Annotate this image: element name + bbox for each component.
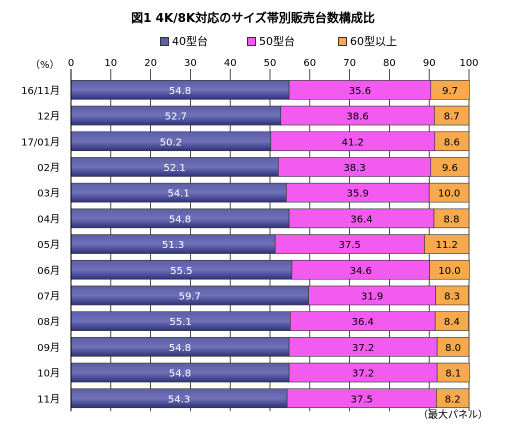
bar-segment <box>433 208 470 229</box>
bar-segment <box>434 105 470 126</box>
footnote: （最大パネル） <box>418 410 488 421</box>
value-label: 36.4 <box>352 317 374 328</box>
value-label: 8.7 <box>444 112 460 123</box>
chart-title: 図1 4K/8K対応のサイズ帯別販売台数構成比 <box>131 11 375 25</box>
value-label: 8.4 <box>444 317 460 328</box>
value-label: 37.5 <box>351 394 373 405</box>
unit-label: （%） <box>30 60 60 71</box>
value-label: 37.2 <box>352 343 374 354</box>
value-label: 37.5 <box>339 240 361 251</box>
x-tick-label: 70 <box>343 58 356 69</box>
value-label: 52.1 <box>164 163 186 174</box>
value-label: 51.3 <box>162 240 184 251</box>
value-label: 35.6 <box>349 86 371 97</box>
legend-label-50: 50型台 <box>259 35 295 48</box>
value-label: 31.9 <box>361 291 383 302</box>
bar-segment <box>435 285 469 306</box>
value-label: 54.8 <box>169 86 191 97</box>
legend-item-50: 50型台 <box>247 33 295 49</box>
value-label: 8.0 <box>445 343 461 354</box>
legend-label-40: 40型台 <box>172 35 208 48</box>
bar-segment <box>429 259 470 280</box>
bar-segment <box>428 182 470 203</box>
bar-segment <box>434 311 469 331</box>
category-label: 05月 <box>37 239 60 251</box>
category-label: 03月 <box>37 188 60 200</box>
value-label: 34.6 <box>350 266 372 277</box>
category-label: 07月 <box>37 290 60 302</box>
x-tick-label: 0 <box>68 58 74 69</box>
legend-swatch-40 <box>160 36 169 46</box>
value-label: 9.7 <box>442 86 458 97</box>
x-tick-label: 100 <box>459 58 478 69</box>
x-tick-label: 60 <box>303 58 316 69</box>
value-label: 8.3 <box>444 291 460 302</box>
legend-swatch-60 <box>338 36 347 46</box>
x-tick-label: 30 <box>184 58 197 69</box>
category-label: 09月 <box>37 342 60 354</box>
x-tick-label: 90 <box>423 58 436 69</box>
bar-segment <box>424 234 470 254</box>
value-label: 54.8 <box>169 214 191 225</box>
value-label: 50.2 <box>160 137 182 148</box>
bar-segment <box>434 131 470 152</box>
category-label: 02月 <box>37 162 60 174</box>
value-label: 10.0 <box>438 266 460 277</box>
bar-segment <box>436 388 470 409</box>
legend: 40型台 50型台 60型以上 <box>0 33 506 49</box>
legend-swatch-50 <box>247 36 256 46</box>
value-label: 8.8 <box>444 214 460 225</box>
value-label: 36.4 <box>350 214 372 225</box>
value-label: 52.7 <box>165 112 187 123</box>
bar-segment <box>436 362 470 383</box>
value-label: 41.2 <box>342 137 364 148</box>
value-label: 38.6 <box>346 112 368 123</box>
x-tick-label: 10 <box>104 58 117 69</box>
x-tick-label: 80 <box>383 58 396 69</box>
value-label: 11.2 <box>436 240 458 251</box>
value-label: 54.8 <box>169 343 191 354</box>
bar-segment <box>436 337 470 357</box>
category-label: 10月 <box>37 368 60 380</box>
legend-item-40: 40型台 <box>160 33 208 49</box>
x-tick-label: 40 <box>224 58 237 69</box>
category-label: 08月 <box>37 316 60 328</box>
value-label: 38.3 <box>343 163 365 174</box>
value-label: 10.0 <box>438 189 460 200</box>
x-tick-label: 20 <box>144 58 157 69</box>
legend-label-60: 60型以上 <box>350 35 397 48</box>
value-label: 9.6 <box>442 163 458 174</box>
value-label: 59.7 <box>179 291 201 302</box>
x-tick-label: 50 <box>264 58 277 69</box>
category-label: 17/01月 <box>21 136 60 148</box>
value-label: 54.1 <box>168 189 190 200</box>
value-label: 37.2 <box>352 369 374 380</box>
bar-segment <box>430 157 470 177</box>
value-label: 54.3 <box>168 394 190 405</box>
category-label: 04月 <box>37 213 60 225</box>
category-label: 11月 <box>37 393 60 405</box>
legend-item-60: 60型以上 <box>338 33 397 49</box>
value-label: 55.5 <box>170 266 192 277</box>
value-label: 35.9 <box>347 189 369 200</box>
category-label: 06月 <box>37 265 60 277</box>
value-label: 8.1 <box>445 369 461 380</box>
category-label: 16/11月 <box>21 85 60 97</box>
value-label: 8.6 <box>444 137 460 148</box>
value-label: 8.2 <box>445 394 461 405</box>
category-label: 12月 <box>37 111 60 123</box>
value-label: 54.8 <box>169 369 191 380</box>
value-label: 55.1 <box>170 317 192 328</box>
bar-segment <box>430 80 470 100</box>
